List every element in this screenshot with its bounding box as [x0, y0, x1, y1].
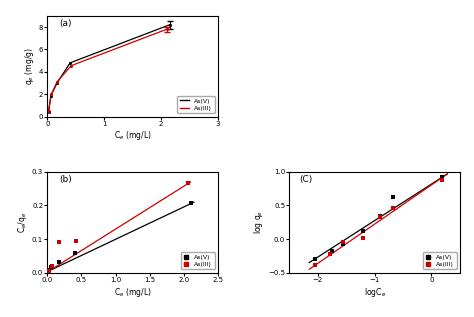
Point — [55, 240, 63, 245]
Point — [376, 214, 384, 219]
Text: (a): (a) — [59, 19, 72, 28]
Point — [66, 60, 74, 65]
X-axis label: C$_e$ (mg/L): C$_e$ (mg/L) — [114, 129, 152, 142]
Point — [71, 251, 79, 256]
X-axis label: C$_e$ (mg/L): C$_e$ (mg/L) — [114, 286, 152, 299]
Point — [359, 235, 367, 240]
Point — [187, 200, 194, 205]
Legend: As(V), As(III): As(V), As(III) — [181, 252, 215, 269]
Point — [339, 242, 347, 247]
Point — [45, 110, 52, 115]
Y-axis label: q$_e$ (mg/g): q$_e$ (mg/g) — [23, 47, 36, 85]
Y-axis label: C$_e$/q$_e$: C$_e$/q$_e$ — [16, 211, 29, 233]
Point — [389, 195, 397, 200]
Text: (b): (b) — [59, 175, 72, 184]
Point — [48, 264, 55, 269]
Legend: As(V), As(III): As(V), As(III) — [422, 252, 456, 269]
Point — [47, 93, 55, 98]
Point — [438, 175, 446, 180]
Point — [327, 251, 334, 256]
Point — [389, 205, 397, 210]
Point — [47, 92, 55, 97]
Point — [67, 63, 75, 68]
Point — [45, 268, 53, 273]
Point — [163, 27, 171, 32]
Point — [311, 257, 319, 262]
Point — [72, 239, 80, 244]
Point — [53, 79, 61, 84]
Legend: As(V), As(III): As(V), As(III) — [177, 96, 215, 113]
X-axis label: logC$_e$: logC$_e$ — [364, 286, 386, 299]
Point — [45, 108, 52, 113]
Point — [166, 22, 173, 27]
Point — [339, 240, 347, 245]
Y-axis label: log q$_e$: log q$_e$ — [253, 210, 265, 234]
Point — [328, 249, 336, 254]
Point — [311, 262, 319, 267]
Point — [48, 263, 56, 268]
Point — [53, 81, 61, 86]
Point — [185, 180, 192, 185]
Point — [376, 213, 384, 218]
Point — [359, 229, 367, 234]
Point — [45, 268, 53, 273]
Point — [438, 178, 446, 183]
Text: (C): (C) — [300, 175, 313, 184]
Point — [55, 259, 63, 264]
